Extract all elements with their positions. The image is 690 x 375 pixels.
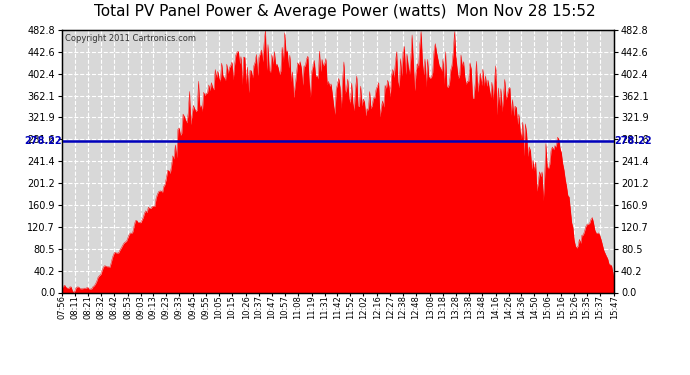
Text: Total PV Panel Power & Average Power (watts)  Mon Nov 28 15:52: Total PV Panel Power & Average Power (wa… xyxy=(95,4,595,19)
Text: Copyright 2011 Cartronics.com: Copyright 2011 Cartronics.com xyxy=(65,34,196,43)
Text: 278.22: 278.22 xyxy=(615,136,652,146)
Text: 278.22: 278.22 xyxy=(24,136,61,146)
